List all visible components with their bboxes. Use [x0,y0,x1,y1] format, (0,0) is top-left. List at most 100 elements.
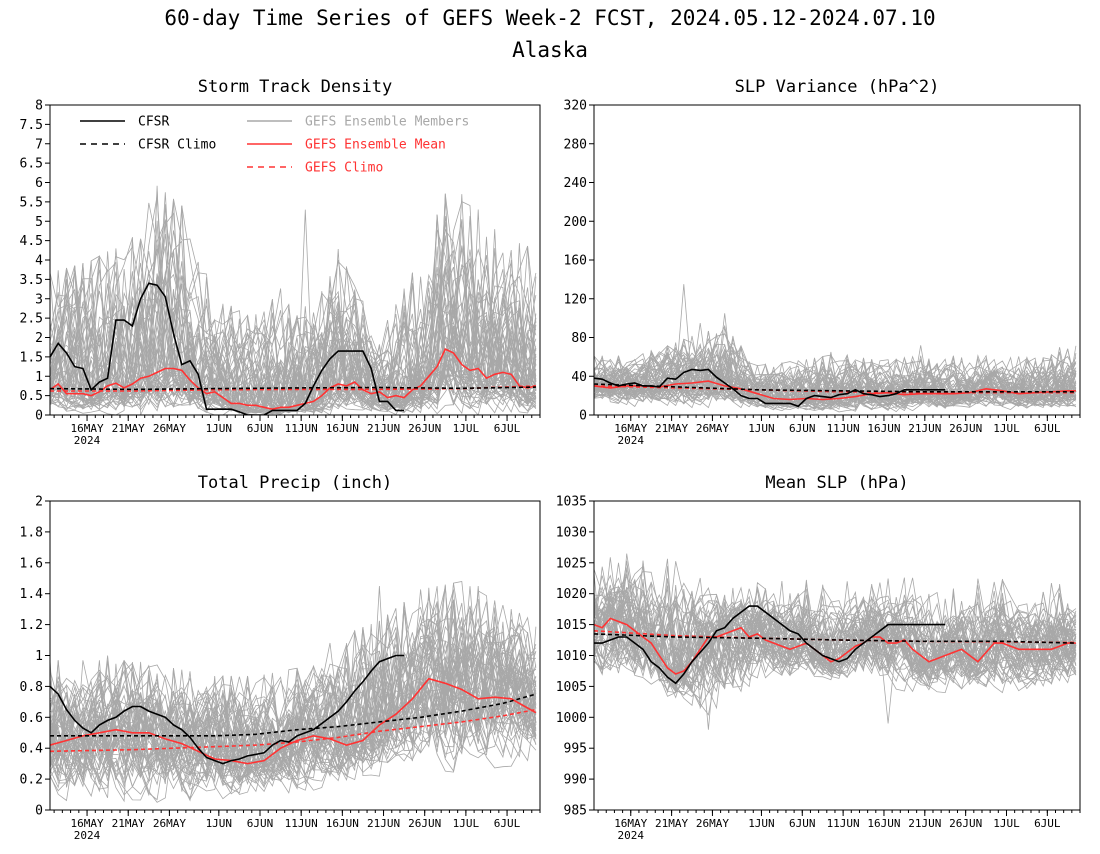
ensemble-member-line [594,565,1077,681]
y-tick-label: 120 [564,292,587,307]
y-tick-label: 1.4 [20,587,44,602]
plot-area [594,284,1077,413]
ensemble-member-peak [879,643,897,724]
y-tick-label: 7.5 [20,118,43,133]
x-tick-label: 1JUN [206,422,233,435]
y-tick-label: 0 [579,409,587,424]
y-tick-label: 240 [564,176,587,191]
x-tick-label: 6JUL [494,817,521,830]
ensemble-member-line [594,339,1077,407]
series-line-cfsr-climo [50,386,536,391]
series-line-gefs-ensemble-mean [50,348,537,411]
x-tick-label: 16JUN [867,422,900,435]
y-tick-label: 1.5 [20,350,43,365]
ensemble-members [50,581,537,803]
panel-title: Total Precip (inch) [198,473,392,493]
ensemble-member-line [50,583,537,798]
ensemble-member-line [594,357,1076,410]
series-line-gefs-climo [50,708,537,753]
ensemble-member-peak [477,236,496,379]
series-line-cfsr [594,368,946,408]
x-tick-label: 6JUN [247,422,274,435]
chart-panel-1: Storm Track Density 0 0.5 1 1.5 2 2.5 3 3.5 4 4.5 5… [20,77,541,447]
x-tick-label: 16MAY [614,422,647,435]
y-tick-label: 1.2 [20,618,43,633]
y-tick-label: 0.8 [20,680,43,695]
y-tick-label: 80 [571,331,587,346]
x-tick-label: 1JUL [453,817,480,830]
y-tick-label: 1035 [556,495,587,510]
y-tick-label: 6.5 [20,157,43,172]
x-tick-label: 21MAY [112,422,145,435]
x-tick-label: 6JUN [789,817,816,830]
x-tick-label: 1JUL [453,422,480,435]
ensemble-member-peak [838,581,856,653]
ensemble-member-line [50,589,537,798]
chart-panel-2: SLP Variance (hPa^2) 0 40 80 120 160 200 240 280… [564,77,1081,447]
ensemble-member-line [594,333,1077,407]
y-tick-label: 7 [35,137,43,152]
y-tick-label: 0.6 [20,711,43,726]
series-line-gefs-ensemble-mean [50,677,537,765]
region-subtitle: Alaska [512,38,588,62]
x-tick-label: 6JUN [789,422,816,435]
main-title: 60-day Time Series of GEFS Week-2 FCST, … [164,6,935,30]
x-tick-label: 6JUL [1034,422,1061,435]
y-tick-label: 0.4 [20,742,44,757]
ensemble-member-peak [453,194,471,365]
panel-title: Mean SLP (hPa) [765,473,908,493]
x-year-label: 2024 [74,829,101,842]
y-tick-label: 985 [564,804,587,819]
y-tick-label: 1025 [556,556,587,571]
y-tick-label: 1030 [556,525,587,540]
y-tick-label: 995 [564,742,587,757]
y-tick-label: 4.5 [20,234,43,249]
ensemble-member-line [594,346,1076,409]
series-line-cfsr-climo [50,693,537,737]
y-tick-label: 3 [35,292,43,307]
panels: Storm Track Density 0 0.5 1 1.5 2 2.5 3 3.5 4 4.5 5… [20,77,1081,842]
y-tick-label: 0 [35,409,43,424]
ensemble-member-line [50,272,537,412]
series-line-gefs-ensemble-mean [594,380,1076,401]
x-tick-label: 11JUN [827,422,860,435]
ensemble-member-line [50,601,537,787]
plot-area [50,581,537,803]
ensemble-member-line [50,247,537,414]
plot-area [594,553,1077,730]
y-tick-label: 6 [35,176,43,191]
x-tick-label: 21MAY [655,422,688,435]
y-tick-label: 320 [564,99,587,114]
y-tick-label: 200 [564,215,587,230]
x-tick-label: 1JUN [748,817,775,830]
x-tick-label: 1JUN [206,817,233,830]
ensemble-member-line [50,609,537,802]
y-tick-label: 1020 [556,587,587,602]
ensemble-member-peak [1051,347,1069,392]
ensemble-member-line [50,612,537,784]
ensemble-member-line [50,267,537,415]
x-tick-label: 1JUL [993,817,1020,830]
y-tick-label: 2 [35,331,43,346]
x-tick-label: 26JUN [408,422,441,435]
y-tick-label: 1 [35,370,43,385]
legend-cfsr-label: CFSR [138,115,169,130]
ensemble-member-peak [247,314,265,406]
x-tick-label: 21MAY [112,817,145,830]
ensemble-member-peak [699,636,717,730]
legend-members-label: GEFS Ensemble Members [305,115,469,130]
x-tick-label: 21JUN [367,817,400,830]
x-tick-label: 21JUN [908,817,941,830]
ensemble-member-line [50,287,536,415]
ensemble-member-line [50,602,537,788]
y-tick-label: 1010 [556,649,587,664]
ensemble-member-peak [822,351,840,400]
x-tick-label: 26MAY [153,422,186,435]
y-tick-label: 1000 [556,711,587,726]
series-line-cfsr [50,654,405,765]
x-tick-label: 26JUN [949,422,982,435]
x-tick-label: 6JUL [494,422,521,435]
series-line-cfsr [594,605,946,685]
ensemble-members [50,185,537,415]
